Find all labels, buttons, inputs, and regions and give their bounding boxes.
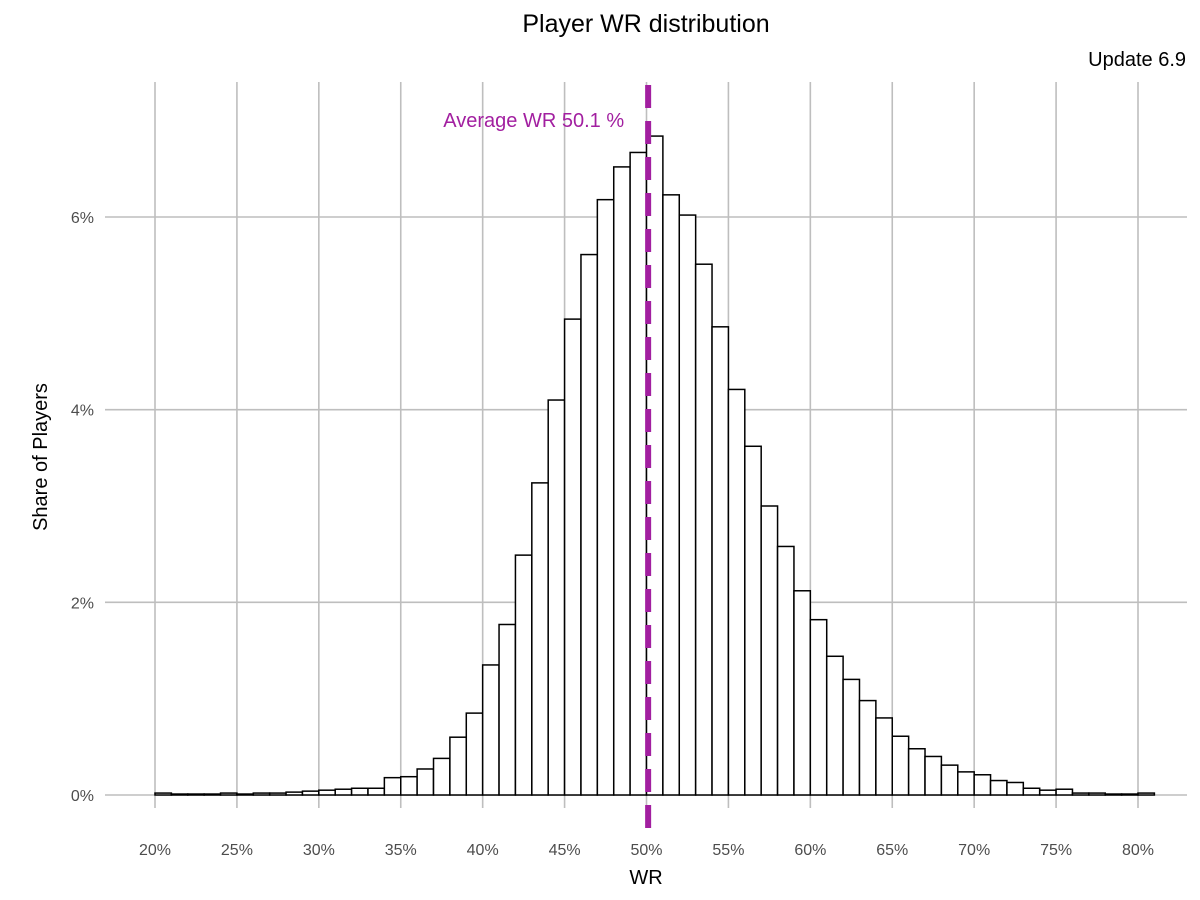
histogram-bar [432,757,451,796]
x-tick-label: 65% [876,842,908,859]
histogram-bar [793,590,812,796]
histogram-bar [629,151,648,796]
histogram-bar [154,792,173,796]
histogram-bar [1137,792,1156,796]
histogram-bar [498,623,517,796]
histogram-bar [1006,781,1025,796]
histogram-bar [891,735,910,796]
histogram-bar [170,793,189,796]
histogram-bar [449,736,468,796]
y-tick-labels: 0% 2% 4% 6% [71,210,94,805]
mean-line-label: Average WR 50.1 % [443,110,624,132]
x-tick-label: 60% [794,842,826,859]
histogram-bar [760,505,779,796]
histogram-bar [252,792,271,796]
histogram-bar [383,776,402,796]
histogram-bar [694,263,713,796]
x-tick-label: 70% [958,842,990,859]
histogram-bar [776,545,795,796]
histogram-bar [481,664,500,796]
histogram-bar [596,198,615,796]
histogram-bar [465,712,484,796]
histogram-bar [268,792,287,796]
y-tick-label: 4% [71,403,94,420]
histogram-bar [924,755,943,796]
histogram-bar [580,253,599,796]
x-tick-label: 35% [385,842,417,859]
histogram-bar [203,793,222,796]
histogram-bar [1055,788,1074,796]
y-axis-title: Share of Players [30,383,52,531]
histogram-bar [907,748,926,796]
histogram-bar [809,618,828,796]
histogram-bar [236,793,255,796]
histogram-bar [1120,793,1139,796]
x-tick-label: 25% [221,842,253,859]
histogram-bar [858,699,877,796]
histogram-bar [1088,792,1106,796]
histogram-bar [400,775,418,796]
histogram-bar [318,789,336,796]
x-tick-label: 75% [1040,842,1072,859]
histogram-bar [825,655,844,796]
histogram-bar [1038,789,1057,796]
histogram-bar [531,482,549,796]
histogram-bar [1104,793,1123,796]
histogram-bar [285,791,304,796]
histogram-bar [334,788,353,796]
histogram-bar [301,790,320,796]
histogram-bar [563,318,582,796]
histogram-bar [514,554,533,796]
histogram-bar [711,326,730,796]
x-tick-label: 20% [139,842,171,859]
histogram-bar [350,787,369,796]
histogram-bar [957,771,975,796]
x-tick-label: 50% [630,842,662,859]
histogram-bar [678,214,697,796]
histogram-bar [744,445,762,796]
histogram-bar [989,779,1008,796]
histogram-bar [973,774,992,796]
histogram-bar [367,787,386,796]
histogram-bar [940,764,959,796]
y-tick-label: 0% [71,788,94,805]
x-tick-label: 45% [549,842,581,859]
histogram-bar [612,166,631,796]
x-tick-label: 80% [1122,842,1154,859]
mean-line-group: Average WR 50.1 % [443,85,652,838]
x-tick-label: 30% [303,842,335,859]
histogram-bar [1022,787,1041,796]
chart-subtitle: Update 6.9 [1088,49,1186,71]
x-tick-labels: 20% 25% 30% 35% 40% 45% 50% 55% 60% 65% 70% 75% 80% [139,842,1154,859]
histogram-bars [154,135,1156,796]
x-tick-label: 40% [467,842,499,859]
histogram-bar [187,793,205,796]
x-axis-title: WR [629,867,662,889]
histogram-bar [219,792,238,796]
y-tick-label: 2% [71,595,94,612]
histogram-bar [727,388,746,796]
x-tick-label: 55% [712,842,744,859]
histogram-bar [662,194,681,796]
histogram-bar [1071,792,1090,796]
chart-title: Player WR distribution [522,10,769,38]
y-tick-label: 6% [71,210,94,227]
histogram-bar [416,768,435,796]
histogram-bar [842,678,861,796]
histogram-bar [547,399,566,796]
histogram-bar [875,717,893,796]
